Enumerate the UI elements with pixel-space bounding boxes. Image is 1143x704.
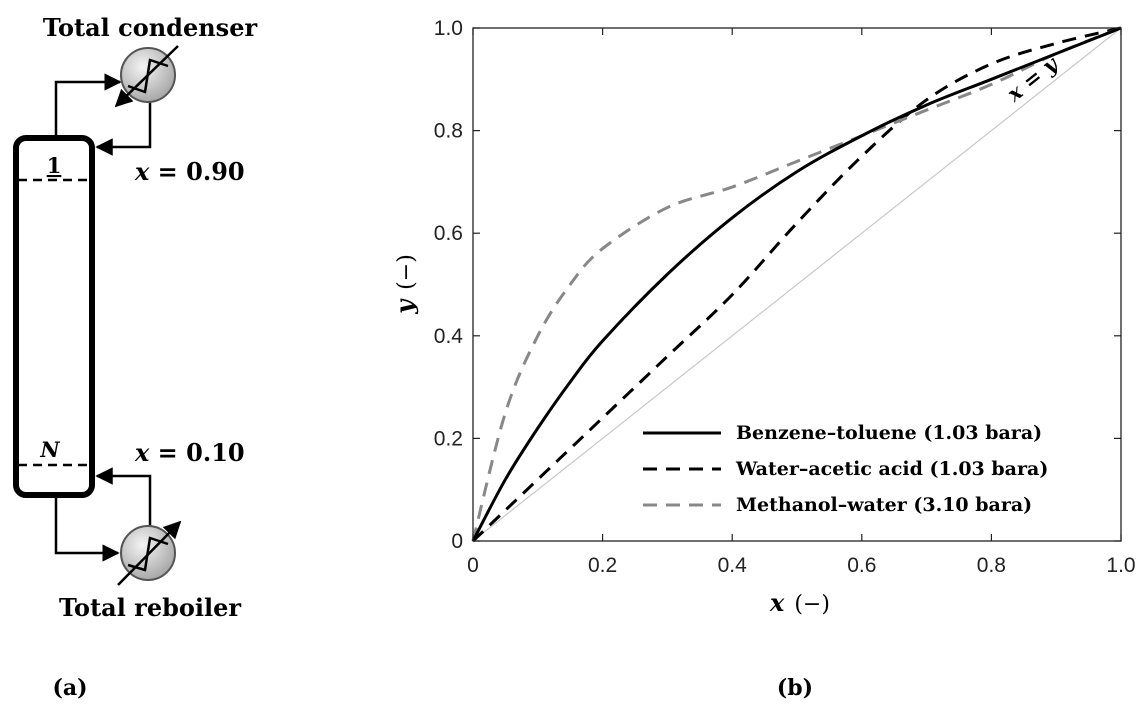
- ticks-layer: 0 0.2 0.4 0.6 0.8 1.0 0 0.2 0.4 0.6 0.8 1.0: [434, 17, 1136, 577]
- series-line-1: [471, 26, 1122, 543]
- vapor-line: [54, 73, 122, 135]
- y-tick-label: 1.0: [434, 17, 463, 40]
- x-tick-label: 0.4: [718, 554, 748, 577]
- y-axis-unit: (−): [394, 254, 419, 290]
- series-line-2: [471, 26, 1122, 542]
- legend-label-2: Methanol–water (3.10 bara): [736, 494, 1032, 516]
- x-tick-label: 0.6: [847, 554, 876, 577]
- legend: Benzene–toluene (1.03 bara) Water–acetic …: [643, 422, 1048, 516]
- bottom-composition: x = 0.10: [134, 438, 245, 467]
- y-tick-label: 0.4: [434, 325, 464, 348]
- y-tick-label: 0.8: [434, 120, 463, 143]
- y-tick-label: 0: [451, 530, 463, 553]
- boilup-line: [95, 467, 152, 528]
- x-tick-label: 0.8: [977, 554, 1006, 577]
- diagonal-layer: [472, 27, 1122, 542]
- series-layer: [471, 26, 1122, 543]
- panel-a-diagram: Total condenser Total reboiler 1 N x = 0…: [13, 13, 258, 701]
- condenser-coolant-arrow: [114, 45, 179, 108]
- panel-b-caption: (b): [777, 675, 813, 701]
- x-tick-label: 1.0: [1106, 554, 1135, 577]
- x-axis-title: x (−): [769, 588, 830, 617]
- y-tick-label: 0.2: [434, 427, 463, 450]
- x-axis-var: x: [769, 588, 785, 617]
- top-composition: x = 0.90: [134, 157, 245, 186]
- bottoms-line: [54, 497, 120, 562]
- top-stage-label: 1: [47, 153, 62, 178]
- diagonal-line: [472, 27, 1122, 542]
- panel-a-caption: (a): [52, 675, 87, 701]
- legend-label-0: Benzene–toluene (1.03 bara): [736, 422, 1042, 444]
- y-tick-label: 0.6: [434, 222, 463, 245]
- reflux-line: [95, 100, 152, 156]
- column-shell: [13, 135, 95, 498]
- series-line-0: [471, 26, 1122, 542]
- x-tick-label: 0: [467, 554, 479, 577]
- legend-label-1: Water–acetic acid (1.03 bara): [735, 458, 1048, 480]
- panel-b-chart: 0 0.2 0.4 0.6 0.8 1.000.20.40.60.81.0 x = y x…: [390, 17, 1136, 701]
- condenser-label: Total condenser: [43, 13, 258, 42]
- bottom-stage-label: N: [39, 437, 60, 462]
- reboiler-label: Total reboiler: [59, 593, 241, 622]
- y-axis-var: y: [390, 298, 419, 315]
- x-axis-unit: (−): [794, 592, 830, 617]
- y-axis-title: y (−): [390, 254, 419, 315]
- x-tick-label: 0.2: [588, 554, 617, 577]
- reboiler-steam-arrow: [117, 520, 182, 586]
